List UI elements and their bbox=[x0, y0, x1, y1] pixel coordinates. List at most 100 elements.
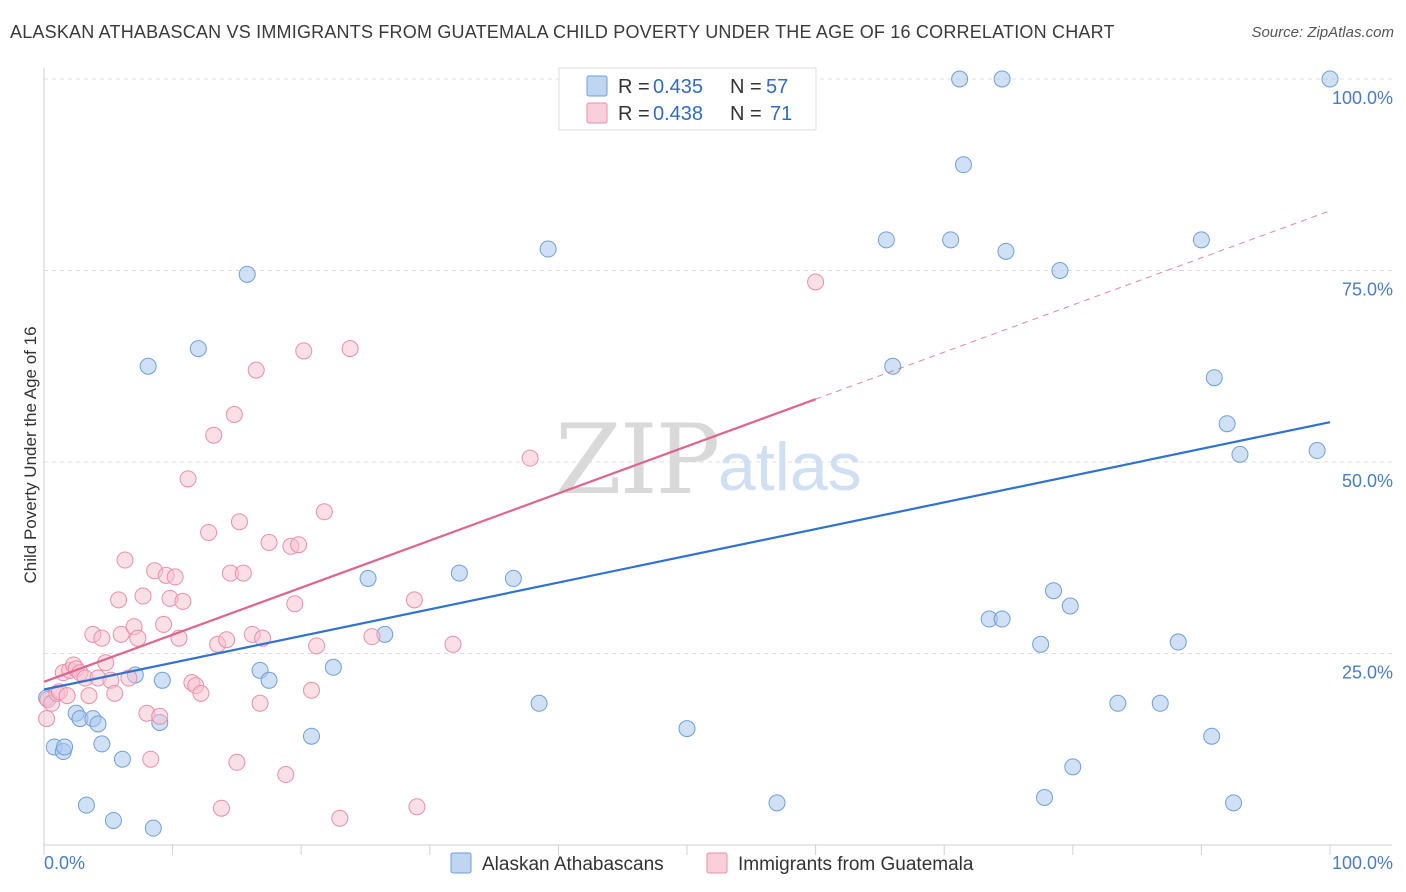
athabascan-point bbox=[77, 796, 95, 814]
athabascan-point bbox=[1032, 635, 1050, 653]
legend-r-value-1: 0.435 bbox=[653, 76, 703, 98]
athabascan-point bbox=[1169, 633, 1187, 651]
guatemala-point bbox=[225, 406, 243, 424]
y-axis-title: Child Poverty Under the Age of 16 bbox=[21, 326, 40, 583]
guatemala-point bbox=[230, 513, 248, 531]
watermark-zip: ZIP bbox=[555, 404, 718, 516]
athabascan-point bbox=[504, 569, 522, 587]
athabascan-point bbox=[1061, 597, 1079, 615]
legend-top: R = 0.435 N = 57 R = 0.438 N = 71 bbox=[558, 67, 817, 131]
athabascan-point bbox=[260, 671, 278, 689]
guatemala-point bbox=[251, 694, 269, 712]
legend-r-label-1: R = bbox=[618, 76, 650, 98]
legend-n-value-1: 57 bbox=[766, 76, 788, 98]
legend-r-label-2: R = bbox=[618, 103, 650, 125]
athabascan-point bbox=[1321, 70, 1339, 88]
athabascan-point bbox=[539, 240, 557, 258]
legend-n-value-2: 71 bbox=[770, 103, 792, 125]
guatemala-point bbox=[151, 707, 169, 725]
guatemala-point bbox=[260, 533, 278, 551]
x-tick-label: 100.0% bbox=[1332, 853, 1393, 873]
legend-bottom-label-1: Alaskan Athabascans bbox=[482, 854, 664, 875]
athabascan-point bbox=[877, 231, 895, 249]
guatemala-point bbox=[106, 684, 124, 702]
athabascan-point bbox=[359, 569, 377, 587]
watermark-atlas: atlas bbox=[718, 429, 862, 505]
guatemala-point bbox=[155, 615, 173, 633]
guatemala-point bbox=[110, 591, 128, 609]
guatemala-point bbox=[315, 503, 333, 521]
guatemala-point bbox=[302, 681, 320, 699]
y-tick-label: 50.0% bbox=[1342, 471, 1393, 491]
guatemala-point bbox=[521, 449, 539, 467]
guatemala-point bbox=[807, 273, 825, 291]
legend-r-value-2: 0.438 bbox=[653, 103, 703, 125]
athabascan-point bbox=[1051, 262, 1069, 279]
athabascan-point bbox=[678, 720, 696, 738]
guatemala-trend-line bbox=[43, 398, 816, 683]
guatemala-point bbox=[363, 628, 381, 646]
athabascan-point bbox=[1109, 694, 1127, 712]
guatemala-point bbox=[234, 564, 252, 582]
guatemala-point bbox=[200, 523, 218, 541]
athabascan-point bbox=[993, 70, 1011, 88]
x-tick-label: 0.0% bbox=[44, 853, 85, 873]
source-label: Source: ZipAtlas.com bbox=[1251, 24, 1394, 41]
guatemala-point bbox=[120, 669, 138, 687]
athabascan-point bbox=[1308, 442, 1326, 460]
athabascan-point bbox=[1064, 758, 1082, 776]
athabascan-point bbox=[56, 738, 74, 756]
guatemala-point bbox=[166, 568, 184, 586]
guatemala-point bbox=[277, 766, 295, 784]
legend-bottom-swatch-pink bbox=[706, 852, 728, 874]
guatemala-point bbox=[129, 629, 147, 647]
athabascan-point bbox=[942, 231, 960, 249]
athabascan-point bbox=[104, 811, 122, 829]
athabascan-point bbox=[884, 357, 902, 375]
guatemala-point bbox=[58, 687, 76, 705]
guatemala-point bbox=[218, 631, 236, 649]
legend-bottom-label-2: Immigrants from Guatemala bbox=[738, 854, 974, 875]
athabascan-point bbox=[954, 156, 972, 174]
guatemala-point bbox=[192, 684, 210, 702]
legend-bottom-swatch-blue bbox=[450, 852, 472, 874]
guatemala-point bbox=[405, 591, 423, 609]
athabascan-point bbox=[144, 819, 162, 837]
guatemala-point bbox=[247, 361, 265, 379]
athabascan-point bbox=[951, 70, 969, 88]
athabascan-point bbox=[89, 715, 107, 733]
guatemala-point bbox=[93, 629, 111, 647]
athabascan-trend-line bbox=[43, 421, 1331, 691]
guatemala-point bbox=[174, 592, 192, 610]
athabascan-point bbox=[1218, 415, 1236, 433]
legend-swatch-blue bbox=[586, 75, 608, 97]
guatemala-point bbox=[308, 637, 326, 655]
y-tick-label: 100.0% bbox=[1332, 88, 1393, 108]
chart-title: ALASKAN ATHABASCAN VS IMMIGRANTS FROM GU… bbox=[10, 22, 1115, 42]
athabascan-point bbox=[1231, 445, 1249, 463]
athabascan-point bbox=[1036, 789, 1054, 807]
legend-n-label-2: N = bbox=[730, 103, 762, 125]
athabascan-point bbox=[139, 357, 157, 375]
guatemala-point bbox=[290, 536, 308, 554]
y-tick-label: 75.0% bbox=[1342, 280, 1393, 300]
athabascan-point bbox=[153, 671, 171, 689]
guatemala-point bbox=[116, 551, 134, 569]
athabascan-point bbox=[1205, 369, 1223, 387]
athabascan-point bbox=[1203, 727, 1221, 745]
guatemala-point bbox=[80, 687, 98, 705]
guatemala-point bbox=[212, 799, 230, 817]
athabascan-point bbox=[993, 610, 1011, 628]
athabascan-point bbox=[1045, 582, 1063, 600]
guatemala-point bbox=[295, 342, 313, 360]
athabascan-point bbox=[189, 340, 207, 358]
athabascan-point bbox=[530, 694, 548, 712]
tick-labels: 25.0% 50.0% 75.0% 100.0% 0.0% 100.0% bbox=[44, 88, 1393, 873]
athabascan-point bbox=[324, 658, 342, 676]
guatemala-point bbox=[134, 587, 152, 605]
guatemala-point bbox=[205, 426, 223, 444]
guatemala-point bbox=[228, 753, 246, 771]
legend-swatch-pink bbox=[586, 102, 608, 124]
guatemala-point bbox=[331, 809, 349, 827]
athabascan-point bbox=[302, 727, 320, 745]
